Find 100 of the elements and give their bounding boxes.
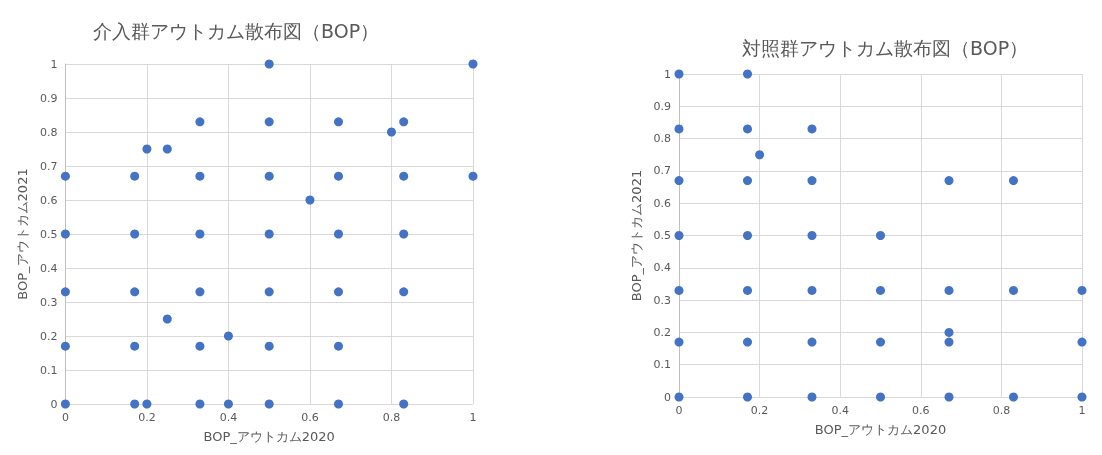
- y-axis-title: BOP_アウトカム2021: [628, 169, 644, 302]
- point: [944, 392, 954, 402]
- point: [399, 117, 409, 127]
- point: [674, 392, 684, 402]
- y-tick-label: 0.7: [653, 164, 671, 178]
- point: [195, 287, 205, 297]
- point: [130, 171, 140, 181]
- x-tick-label: 0.2: [138, 411, 156, 424]
- y-tick-label: 0.9: [39, 91, 58, 105]
- point: [142, 144, 152, 154]
- point: [142, 399, 152, 409]
- x-axis-title: BOP_アウトカム2020: [814, 422, 947, 437]
- point: [1077, 337, 1087, 347]
- point: [944, 176, 954, 186]
- point: [162, 144, 172, 154]
- point: [755, 150, 765, 160]
- x-tick-label: 0.8: [382, 411, 401, 424]
- y-tick-label: 0.7: [39, 159, 58, 173]
- y-tick-label: 0.8: [39, 125, 58, 139]
- y-tick-label: 0.8: [653, 132, 671, 146]
- point: [162, 314, 172, 324]
- y-tick-label: 0.5: [653, 229, 671, 242]
- point: [807, 285, 817, 295]
- x-tick-label: 0.4: [219, 411, 238, 424]
- x-tick-label: 0: [61, 411, 69, 424]
- y-axis-title: BOP_アウトカム2021: [15, 168, 30, 300]
- point: [264, 399, 274, 409]
- point: [743, 69, 753, 79]
- y-tick-label: 0: [664, 390, 671, 404]
- point: [386, 127, 396, 137]
- x-tick-label: 0.4: [831, 404, 849, 417]
- chart-title: 介入群アウトカム散布図（BOP）: [93, 19, 380, 42]
- point: [876, 337, 885, 347]
- point: [334, 287, 343, 297]
- point: [674, 285, 684, 295]
- y-tick-label: 0.2: [653, 325, 671, 339]
- point: [743, 231, 753, 240]
- point: [223, 331, 233, 341]
- point: [674, 231, 684, 240]
- y-tick-label: 0.6: [39, 193, 58, 207]
- point: [334, 399, 343, 409]
- point: [944, 327, 954, 337]
- point: [743, 176, 753, 186]
- x-tick-label: 0.8: [992, 404, 1011, 417]
- point: [807, 392, 817, 402]
- point: [60, 341, 70, 351]
- point: [264, 117, 274, 127]
- point: [674, 69, 684, 79]
- point: [876, 392, 885, 402]
- x-tick-label: 0.6: [912, 404, 930, 417]
- point: [399, 287, 409, 297]
- point: [1077, 392, 1087, 402]
- point: [876, 285, 885, 295]
- x-tick-label: 1: [1078, 404, 1086, 417]
- point: [264, 229, 274, 239]
- y-tick-label: 1: [664, 67, 671, 81]
- y-tick-label: 0.9: [653, 99, 671, 113]
- point: [674, 176, 684, 186]
- point: [264, 171, 274, 181]
- y-tick-label: 0.4: [653, 261, 671, 275]
- point: [468, 59, 478, 69]
- y-tick-label: 0.1: [653, 358, 671, 372]
- point: [130, 341, 140, 351]
- point: [399, 399, 409, 409]
- y-tick-label: 0.6: [653, 196, 671, 210]
- point: [60, 171, 70, 181]
- point: [195, 399, 205, 409]
- point: [876, 231, 885, 240]
- x-axis-title: BOP_アウトカム2020: [203, 429, 335, 444]
- point: [1009, 176, 1018, 186]
- point: [195, 229, 205, 239]
- y-tick-label: 0.2: [39, 329, 58, 343]
- point: [264, 59, 274, 69]
- point: [334, 117, 343, 127]
- point: [130, 287, 140, 297]
- point: [674, 124, 684, 134]
- point: [674, 337, 684, 347]
- x-tick-label: 1: [469, 411, 477, 424]
- y-tick-label: 0.5: [39, 227, 58, 241]
- point: [334, 341, 343, 351]
- point: [195, 341, 205, 351]
- y-tick-label: 0.4: [39, 261, 58, 275]
- point: [1009, 392, 1018, 402]
- point: [807, 337, 817, 347]
- point: [60, 229, 70, 239]
- point: [305, 195, 315, 205]
- point: [264, 341, 274, 351]
- point: [399, 229, 409, 239]
- y-tick-label: 0.3: [39, 295, 58, 309]
- point: [399, 171, 409, 181]
- x-tick-label: 0.6: [301, 411, 319, 424]
- point: [334, 171, 343, 181]
- point: [1009, 285, 1018, 295]
- y-tick-label: 0.1: [39, 363, 58, 377]
- point: [60, 287, 70, 297]
- point: [130, 229, 140, 239]
- point: [195, 117, 205, 127]
- point: [807, 176, 817, 186]
- y-tick-label: 1: [50, 57, 58, 71]
- point: [468, 171, 478, 181]
